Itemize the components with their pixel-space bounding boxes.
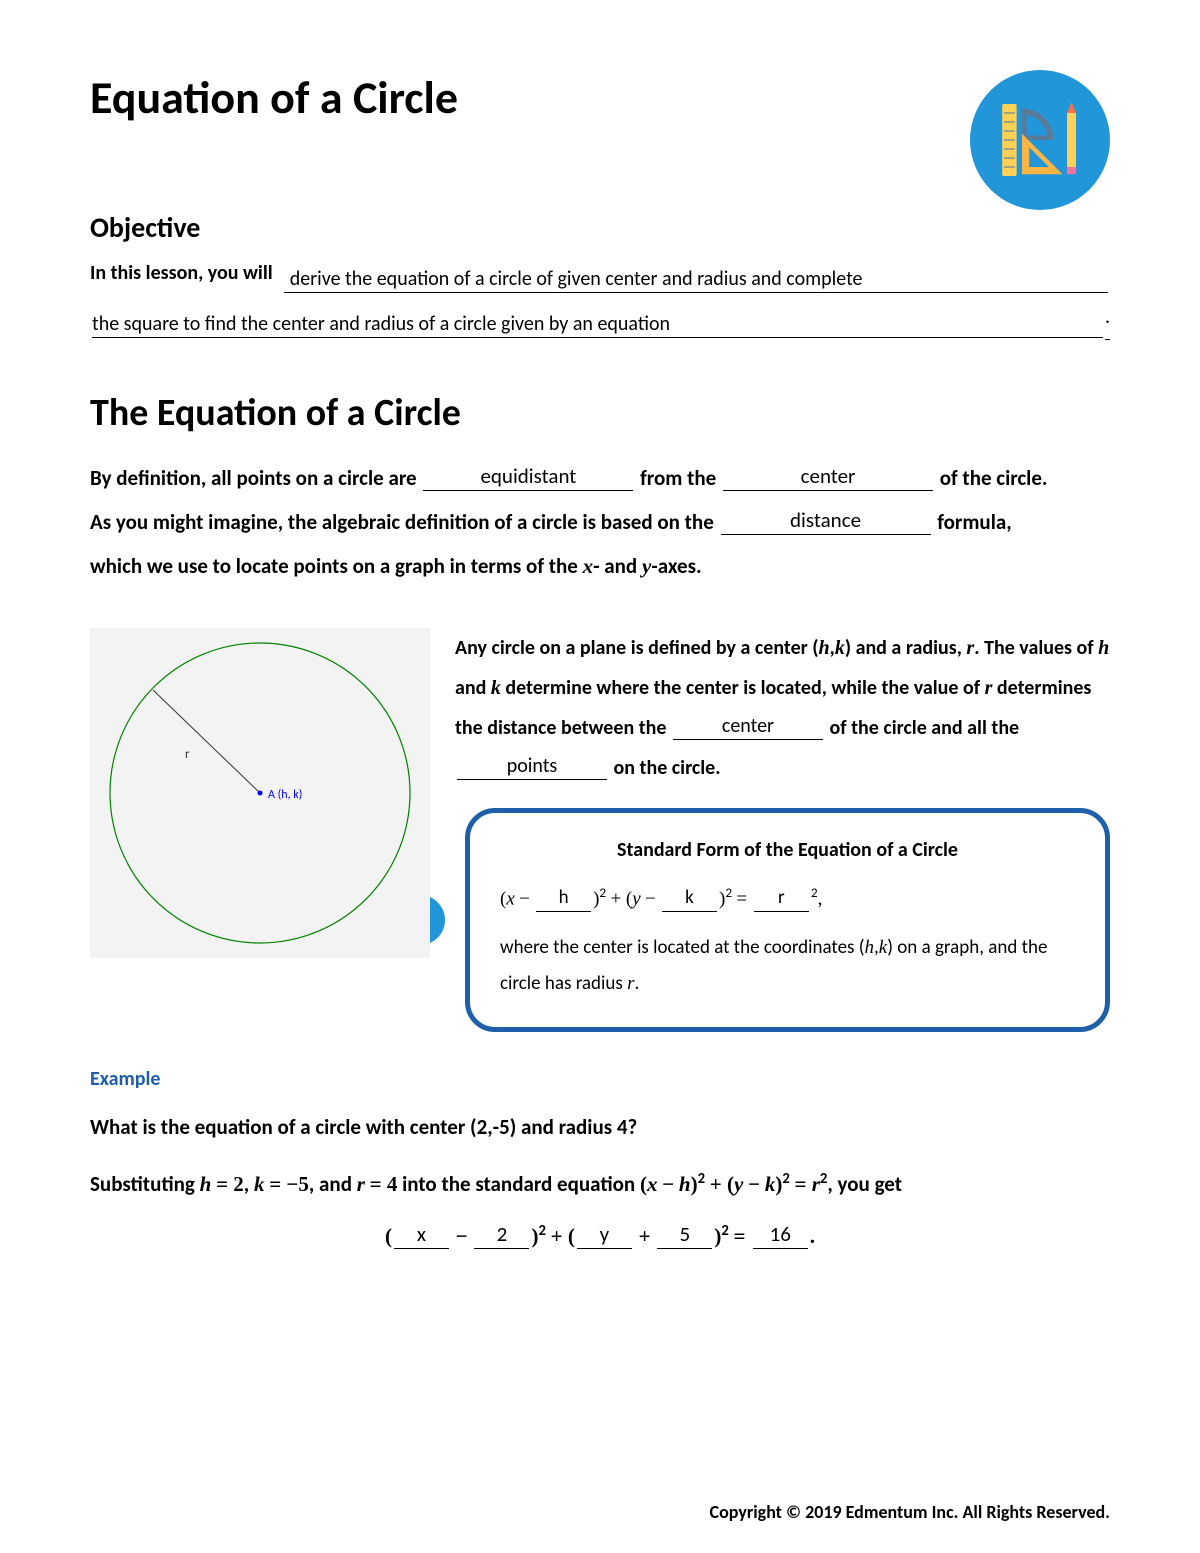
objective-blank1: derive the equation of a circle of given… bbox=[284, 268, 1108, 293]
center-label: A (h, k) bbox=[268, 788, 302, 802]
blank-center2: center bbox=[673, 715, 823, 740]
standard-form-callout: Standard Form of the Equation of a Circl… bbox=[465, 808, 1110, 1032]
eq-b5: 16 bbox=[753, 1223, 808, 1249]
callout-tail: where the center is located at the coord… bbox=[500, 930, 1075, 1002]
txt: which we use to locate points on a graph… bbox=[90, 553, 702, 579]
objective-line1: In this lesson, you will derive the equa… bbox=[90, 251, 1110, 295]
example-question: What is the equation of a circle with ce… bbox=[90, 1106, 1110, 1148]
logo-badge bbox=[970, 70, 1110, 210]
example-equation: (x − 2)2 + (y + 5)2 = 16. bbox=[90, 1215, 1110, 1257]
eq-b4: 5 bbox=[657, 1223, 712, 1249]
section1-text: By definition, all points on a circle ar… bbox=[90, 456, 1110, 588]
example-label: Example bbox=[90, 1067, 1110, 1091]
radius-label: r bbox=[185, 747, 190, 762]
blank-k: k bbox=[662, 888, 717, 912]
circle-diagram: r A (h, k) bbox=[90, 628, 430, 958]
example-body: What is the equation of a circle with ce… bbox=[90, 1106, 1110, 1257]
section1-heading: The Equation of a Circle bbox=[90, 390, 1110, 436]
copyright-footer: Copyright © 2019 Edmentum Inc. All Right… bbox=[710, 1501, 1110, 1523]
page-title: Equation of a Circle bbox=[90, 70, 458, 126]
objective-blank2: the square to find the center and radius… bbox=[92, 313, 1103, 338]
geometry-tools-icon bbox=[995, 95, 1085, 185]
objective-lead: In this lesson, you will bbox=[90, 251, 273, 295]
callout-equation: (x − h)2 + (y − k)2 = r2, bbox=[500, 880, 1075, 917]
blank-r: r bbox=[754, 888, 809, 912]
txt: By definition, all points on a circle ar… bbox=[90, 465, 417, 491]
txt: As you might imagine, the algebraic defi… bbox=[90, 509, 714, 535]
blank-points: points bbox=[457, 755, 607, 780]
eq-b2: 2 bbox=[474, 1223, 529, 1249]
example-substitution: Substituting h = 2, k = −5, and r = 4 in… bbox=[90, 1163, 1110, 1205]
txt: formula, bbox=[937, 509, 1011, 535]
callout-title: Standard Form of the Equation of a Circl… bbox=[500, 838, 1075, 862]
eq-b1: x bbox=[394, 1223, 449, 1249]
blank-center: center bbox=[723, 465, 933, 491]
blank-h: h bbox=[536, 888, 591, 912]
eq-b3: y bbox=[577, 1223, 632, 1249]
objective-line2: the square to find the center and radius… bbox=[90, 295, 1110, 340]
txt: from the bbox=[640, 465, 716, 491]
blank-equidistant: equidistant bbox=[423, 465, 633, 491]
txt: of the circle. bbox=[940, 465, 1048, 491]
objective-heading: Objective bbox=[90, 210, 1110, 245]
blank-distance: distance bbox=[721, 509, 931, 535]
rightcol-text: Any circle on a plane is defined by a ce… bbox=[455, 628, 1110, 788]
